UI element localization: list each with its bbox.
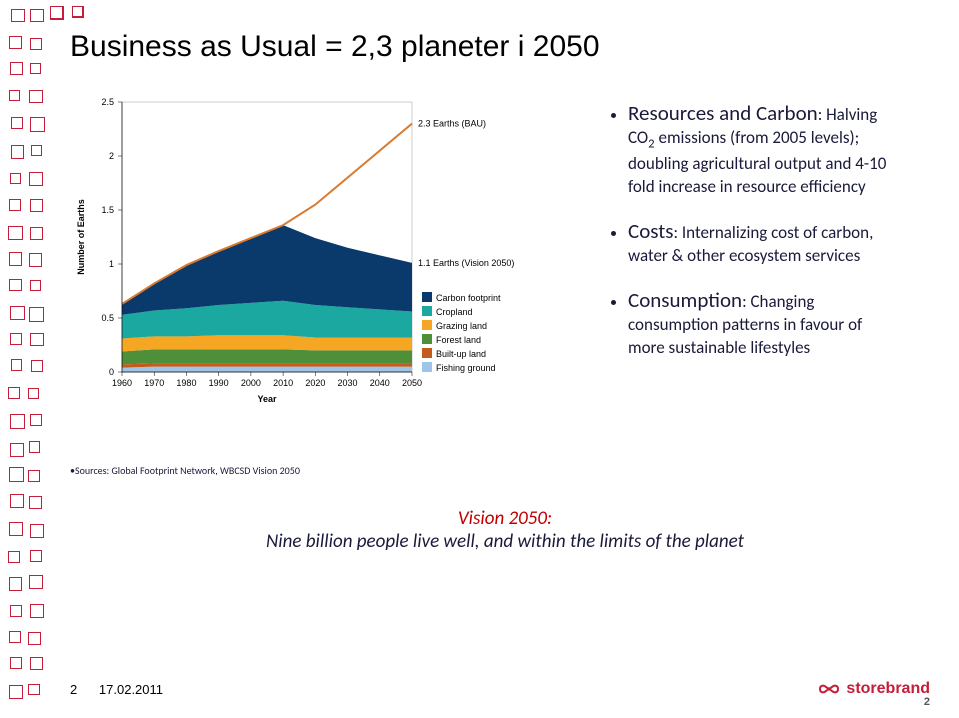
svg-text:2000: 2000 [241,378,261,388]
svg-text:Year: Year [257,394,277,404]
svg-text:Grazing land: Grazing land [436,321,487,331]
svg-text:1960: 1960 [112,378,132,388]
svg-text:0.5: 0.5 [101,313,114,323]
bullet-consumption: Consumption: Changing consumption patter… [628,286,900,360]
svg-text:0: 0 [109,367,114,377]
earths-chart: 0 0.5 1 1.5 2 2.5 1960 1970 1980 1990 2000 2010 2020… [70,82,550,422]
svg-text:2030: 2030 [338,378,358,388]
svg-text:2.3 Earths (BAU): 2.3 Earths (BAU) [418,119,486,129]
svg-text:1.5: 1.5 [101,205,114,215]
svg-text:1990: 1990 [209,378,229,388]
bullet-costs: Costs: Internalizing cost of carbon, wat… [628,217,900,268]
svg-text:1.1 Earths (Vision 2050): 1.1 Earths (Vision 2050) [418,258,514,268]
svg-text:1970: 1970 [144,378,164,388]
slide-footer: 2 17.02.2011 storebrand 2 [70,680,930,698]
svg-text:2020: 2020 [305,378,325,388]
svg-text:2040: 2040 [370,378,390,388]
svg-text:2: 2 [109,151,114,161]
bullet-list: Resources and Carbon: Halving CO2 emissi… [570,82,900,422]
svg-text:2010: 2010 [273,378,293,388]
svg-text:Fishing ground: Fishing ground [436,363,496,373]
svg-text:Carbon footprint: Carbon footprint [436,293,501,303]
svg-text:2.5: 2.5 [101,97,114,107]
svg-text:1: 1 [109,259,114,269]
svg-text:Built-up land: Built-up land [436,349,486,359]
page-title: Business as Usual = 2,3 planeter i 2050 [70,30,940,64]
slide-content: Business as Usual = 2,3 planeter i 2050 … [70,30,940,553]
svg-text:Number of Earths: Number of Earths [76,199,86,275]
page-number: 2 [70,682,77,697]
brand-logo: storebrand 2 [818,680,930,698]
sources-line: •Sources: Global Footprint Network, WBCS… [70,464,940,477]
svg-text:Forest land: Forest land [436,335,481,345]
vision-tagline: Vision 2050: Nine billion people live we… [70,507,940,553]
svg-text:Cropland: Cropland [436,307,473,317]
svg-text:1980: 1980 [176,378,196,388]
footer-date: 17.02.2011 [99,682,163,697]
svg-text:2050: 2050 [402,378,422,388]
bullet-resources: Resources and Carbon: Halving CO2 emissi… [628,99,900,199]
